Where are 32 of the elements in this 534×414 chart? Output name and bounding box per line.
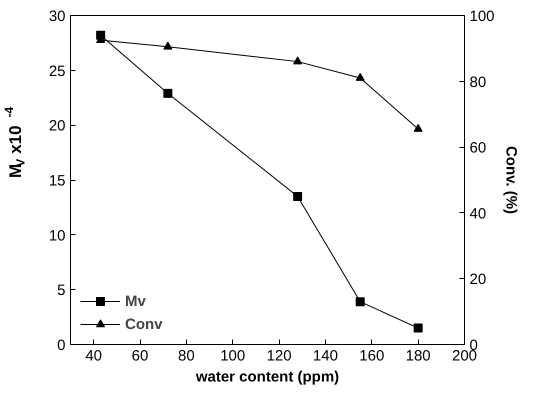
point bbox=[414, 124, 423, 132]
x-tick-label: 60 bbox=[132, 348, 148, 364]
x-tick-label: 100 bbox=[220, 348, 246, 364]
point bbox=[163, 88, 172, 98]
y2-tick-label: 60 bbox=[470, 140, 486, 157]
y-tick-label: 30 bbox=[48, 8, 66, 25]
x-tick-label: 160 bbox=[359, 348, 384, 364]
y-tick-label: 25 bbox=[48, 62, 66, 80]
y2-axis-title: Conv. (%) bbox=[502, 146, 520, 214]
y-tick-label: 20 bbox=[48, 118, 66, 135]
y2-tick-label: 40 bbox=[470, 205, 486, 222]
point bbox=[356, 297, 365, 306]
x-axis-title: water content (ppm) bbox=[194, 368, 340, 386]
x-tick-label: 80 bbox=[178, 348, 195, 364]
y2-tick-label: 80 bbox=[470, 74, 486, 91]
x-tick-label: 140 bbox=[312, 348, 338, 364]
point bbox=[356, 72, 365, 81]
y-tick-label: 15 bbox=[48, 172, 66, 190]
y2-tick-label: 100 bbox=[470, 8, 495, 25]
y-tick-label: 5 bbox=[57, 282, 66, 300]
legend-label: Mv bbox=[125, 292, 146, 310]
point bbox=[414, 324, 423, 333]
y2-tick-label: 20 bbox=[470, 271, 486, 288]
x-tick-label: 180 bbox=[406, 348, 431, 364]
y-tick-label: 10 bbox=[48, 227, 66, 244]
x-tick-label: 120 bbox=[266, 348, 292, 364]
legend-label: Conv bbox=[125, 316, 162, 332]
point bbox=[293, 192, 302, 201]
point bbox=[163, 42, 172, 50]
x-tick-label: 40 bbox=[85, 348, 102, 364]
point bbox=[293, 56, 302, 64]
y-tick-label: 0 bbox=[57, 337, 66, 354]
